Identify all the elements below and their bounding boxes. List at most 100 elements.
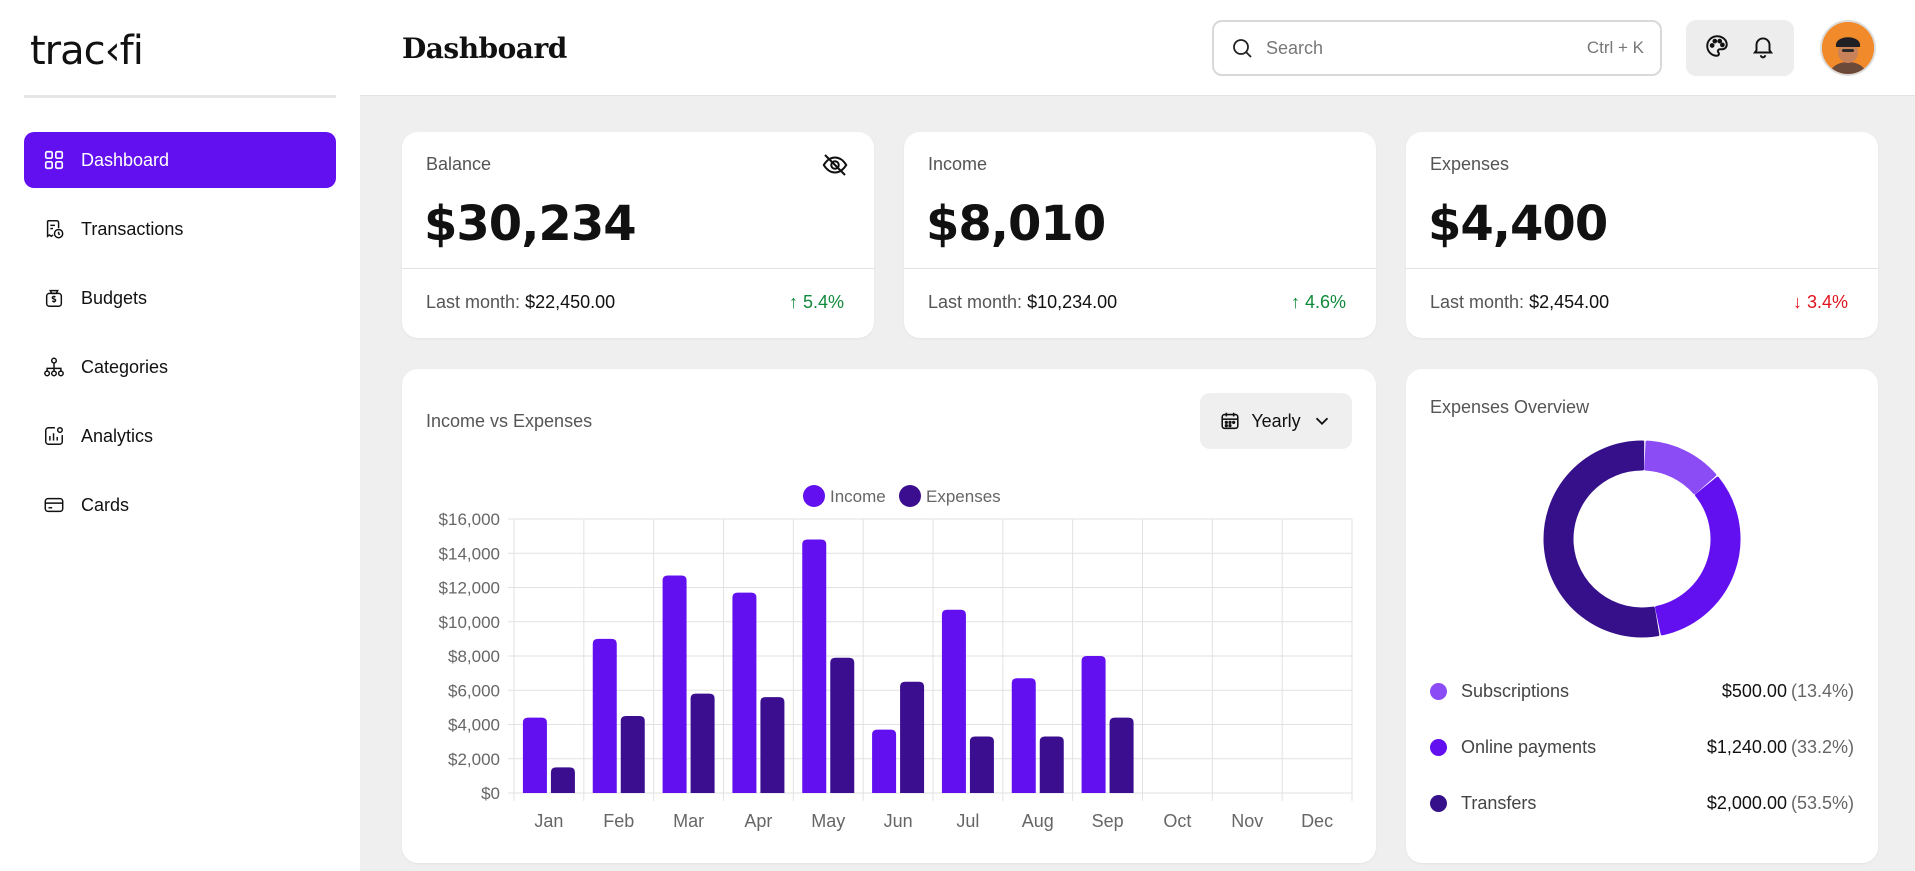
bar-expenses-aug[interactable] [1039,736,1064,793]
legend-amount: $500.00 [1721,680,1787,701]
bar-expenses-may[interactable] [830,657,855,793]
bar-expenses-jan[interactable] [550,767,575,793]
bar-income-jul[interactable] [941,609,966,793]
bar-income-may[interactable] [802,539,827,793]
sidebar-divider [24,95,336,98]
chart-title: Income vs Expenses [426,411,593,431]
y-tick-label: $2,000 [448,750,500,769]
bar-expenses-jun[interactable] [900,681,925,793]
last-month-label: Last month: [426,292,521,312]
sidebar-item-analytics[interactable]: Analytics [24,408,336,464]
sidebar-item-label: Analytics [81,425,154,446]
analytics-icon [42,424,66,448]
sidebar-item-label: Transactions [81,218,184,239]
x-tick-label: Feb [603,811,634,831]
eye-off-icon[interactable] [820,150,850,180]
balance-value: $30,234 [424,196,637,252]
sidebar-item-label: Categories [81,356,169,377]
hierarchy-icon [42,355,66,379]
top-header: Dashboard Ctrl + K [360,0,1915,96]
bar-expenses-mar[interactable] [690,693,715,793]
search-icon [1233,39,1252,58]
sidebar: trac‹fi Dashboard Transactions Budgets C… [0,0,360,871]
card-divider [1406,268,1878,269]
legend-dot [1430,794,1447,812]
y-tick-label: $6,000 [448,681,500,700]
donut-slice-subscriptions[interactable] [1644,440,1717,495]
sidebar-item-dashboard[interactable]: Dashboard [24,132,336,188]
legend-dot [1430,682,1447,700]
sidebar-item-transactions[interactable]: Transactions [24,201,336,257]
legend-swatch [899,485,921,507]
legend-name: Subscriptions [1461,680,1570,701]
search-shortcut: Ctrl + K [1586,38,1644,57]
legend-label[interactable]: Expenses [926,487,1001,506]
balance-label: Balance [426,154,492,174]
x-tick-label: Mar [673,811,704,831]
chevron-down-icon [1315,417,1328,426]
x-tick-label: Jul [956,811,979,831]
bar-income-apr[interactable] [732,592,757,793]
sidebar-item-label: Budgets [81,287,148,308]
grid-icon [42,148,66,172]
expenses-value: $4,400 [1428,196,1608,252]
sidebar-item-label: Dashboard [81,149,170,170]
bar-income-jun[interactable] [872,729,897,793]
legend-label[interactable]: Income [830,487,886,506]
y-tick-label: $12,000 [439,579,500,598]
x-tick-label: May [811,811,845,831]
x-tick-label: Sep [1092,811,1124,831]
search-input[interactable] [1266,37,1587,59]
bar-expenses-feb[interactable] [620,715,645,793]
bar-income-aug[interactable] [1011,678,1036,793]
bar-income-feb[interactable] [592,638,617,793]
sidebar-item-budgets[interactable]: Budgets [24,270,336,326]
income-value: $8,010 [926,196,1106,252]
legend-percent: (33.2%) [1790,736,1854,757]
income-card: Income $8,010 Last month: $10,234.00 ↑ 4… [904,132,1376,338]
x-tick-label: Apr [744,811,772,831]
legend-name: Transfers [1461,792,1537,813]
y-tick-label: $16,000 [439,510,500,529]
sidebar-item-label: Cards [81,494,130,515]
y-tick-label: $8,000 [448,647,500,666]
bar-expenses-sep[interactable] [1109,717,1134,793]
app-logo[interactable]: trac‹fi [30,28,144,74]
expenses-card: Expenses $4,400 Last month: $2,454.00 ↓ … [1406,132,1878,338]
bar-expenses-jul[interactable] [969,736,994,793]
search-box[interactable]: Ctrl + K [1212,20,1662,76]
expenses-label: Expenses [1430,154,1510,174]
x-tick-label: Dec [1301,811,1333,831]
income-label: Income [928,154,988,174]
donut-chart [1543,440,1741,638]
donut-slice-transfers[interactable] [1543,440,1660,638]
income-last-month: Last month: $10,234.00 [928,292,1117,313]
income-vs-expenses-card: Income vs Expenses Yearly $0 $2,000 $4,000… [402,369,1376,863]
last-month-value: $22,450.00 [525,292,616,312]
bar-income-jan[interactable] [522,717,547,793]
balance-card: Balance $30,234 Last month: $22,450.00 ↑… [402,132,874,338]
palette-icon[interactable] [1704,33,1730,64]
balance-last-month: Last month: $22,450.00 [426,292,615,313]
avatar[interactable] [1820,20,1876,76]
sidebar-nav: Dashboard Transactions Budgets Categorie… [24,132,336,546]
donut-slice-online-payments[interactable] [1655,476,1741,636]
x-tick-label: Jan [534,811,563,831]
legend-row-subscriptions: Subscriptions $500.00 (13.4%) [1430,679,1854,703]
period-dropdown[interactable]: Yearly [1200,393,1352,449]
last-month-value: $10,234.00 [1027,292,1118,312]
period-label: Yearly [1251,410,1301,431]
legend-percent: (53.5%) [1790,792,1854,813]
bell-icon[interactable] [1750,33,1776,64]
y-tick-label: $14,000 [439,544,500,563]
bar-chart: $0 $2,000 $4,000 $6,000 $8,000 $10,000 $12,000… [439,485,1353,831]
bar-expenses-apr[interactable] [760,697,785,793]
bar-income-sep[interactable] [1081,656,1106,793]
x-tick-label: Nov [1231,811,1263,831]
expenses-overview-title: Expenses Overview [1430,397,1590,417]
legend-percent: (13.4%) [1790,680,1854,701]
bar-income-mar[interactable] [662,575,687,793]
sidebar-item-categories[interactable]: Categories [24,339,336,395]
x-tick-label: Aug [1022,811,1054,831]
sidebar-item-cards[interactable]: Cards [24,477,336,533]
